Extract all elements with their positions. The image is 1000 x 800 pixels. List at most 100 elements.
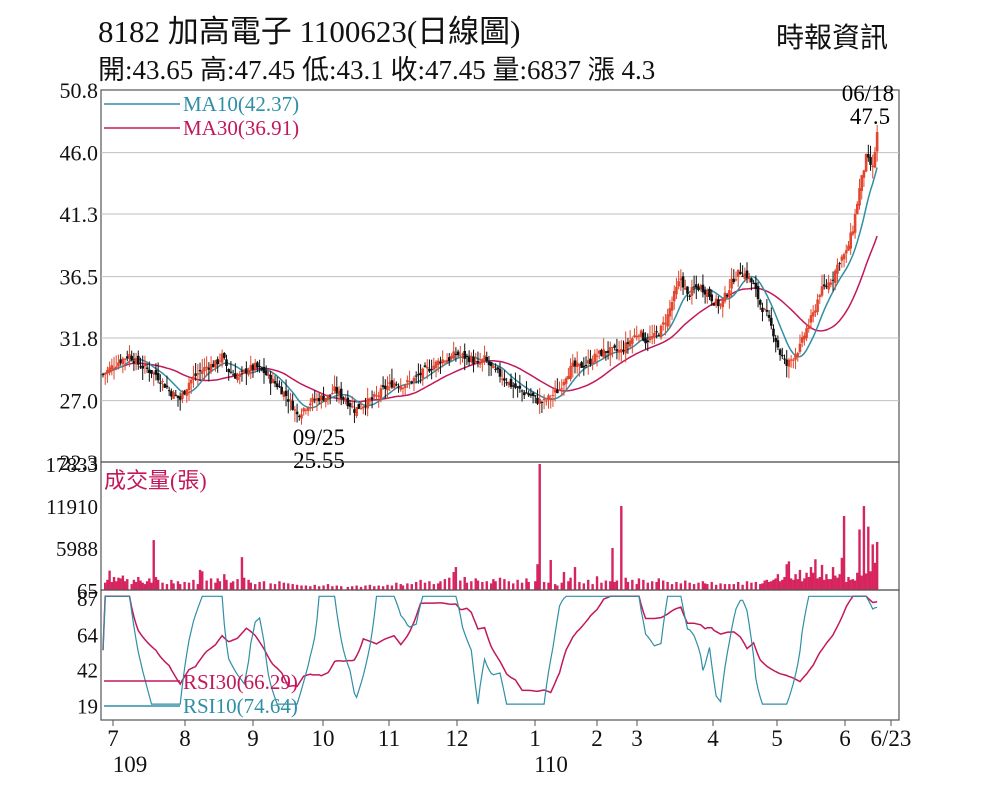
volume-bar <box>827 579 830 590</box>
candle-body <box>633 335 636 338</box>
candle-body <box>816 299 819 312</box>
candle-body <box>203 367 206 372</box>
candle-body <box>712 303 716 306</box>
volume-bar <box>359 586 363 590</box>
candle-body <box>136 355 140 365</box>
candle-body <box>361 406 365 409</box>
volume-bar <box>655 581 658 590</box>
volume-bar <box>150 582 153 590</box>
candle-body <box>573 360 577 367</box>
volume-bar <box>778 581 782 590</box>
candle-body <box>553 389 557 393</box>
candle-body <box>672 291 676 302</box>
candle-body <box>624 342 628 354</box>
candle-body <box>465 355 469 357</box>
candle-body <box>207 367 211 370</box>
candle-body <box>516 386 519 388</box>
candle-body <box>545 400 548 402</box>
volume-bar <box>498 577 502 590</box>
candle-body <box>112 367 116 369</box>
volume-bar <box>401 585 405 590</box>
candle-body <box>315 398 319 401</box>
candle-body <box>293 409 297 411</box>
candle-body <box>251 364 255 370</box>
x-month-label: 7 <box>107 726 119 751</box>
volume-bar <box>406 583 409 590</box>
candle-body <box>675 286 678 295</box>
candle-body <box>198 370 202 372</box>
candle-body <box>370 397 374 400</box>
candle-body <box>842 254 846 260</box>
candle-body <box>417 374 420 376</box>
volume-bar <box>814 559 817 590</box>
candle-body <box>392 382 396 388</box>
candle-body <box>291 400 294 410</box>
volume-bar <box>225 579 228 590</box>
volume-bar <box>295 584 299 590</box>
candle-body <box>242 369 246 372</box>
price-y-tick: 31.8 <box>60 326 99 351</box>
candle-body <box>152 372 156 375</box>
candle-body <box>410 381 414 383</box>
candle-body <box>434 361 438 368</box>
volume-bar <box>556 585 559 590</box>
candle-body <box>443 361 447 363</box>
candle-body <box>507 381 511 386</box>
candle-body <box>456 351 460 356</box>
candle-body <box>591 361 594 364</box>
volume-bar <box>240 557 244 590</box>
volume-bar <box>781 579 784 590</box>
candle-body <box>721 299 725 308</box>
candle-body <box>789 359 793 361</box>
volume-bar <box>737 581 740 590</box>
price-y-tick: 22.3 <box>60 450 99 475</box>
candle-body <box>767 315 771 318</box>
volume-bar <box>873 562 877 590</box>
candle-body <box>300 414 303 419</box>
volume-bar <box>776 574 780 590</box>
volume-bar <box>410 584 413 590</box>
candle-body <box>736 269 740 278</box>
ma-legend: MA10(42.37) MA30(36.91) <box>104 92 299 140</box>
volume-bar <box>130 584 133 590</box>
candle-body <box>774 337 777 342</box>
candle-body <box>487 361 491 366</box>
candles <box>101 124 879 425</box>
volume-bar <box>803 578 806 590</box>
candle-body <box>278 386 281 388</box>
candle-body <box>743 273 747 279</box>
candle-body <box>214 360 217 368</box>
candle-body <box>785 359 789 366</box>
price-y-tick: 41.3 <box>60 202 99 227</box>
candle-body <box>220 353 224 363</box>
candle-body <box>831 279 835 281</box>
candle-body <box>657 334 661 336</box>
volume-bar <box>553 584 557 590</box>
volume-bar <box>399 584 402 590</box>
candle-body <box>853 214 857 233</box>
candle-body <box>860 175 864 191</box>
candle-body <box>194 373 197 376</box>
candle-body <box>309 403 312 406</box>
candle-body <box>593 353 597 363</box>
volume-bar <box>489 583 493 590</box>
volume-bar <box>154 576 158 590</box>
volume-bar <box>507 581 511 590</box>
x-month-label: 5 <box>771 726 783 751</box>
candle-body <box>439 361 442 364</box>
candle-body <box>589 358 592 365</box>
volume-bar <box>481 581 484 590</box>
candle-body <box>825 286 828 288</box>
candle-body <box>231 374 235 376</box>
candle-body <box>732 278 736 282</box>
candle-body <box>163 384 167 388</box>
candle-body <box>805 328 808 339</box>
volume-bar <box>845 581 848 590</box>
candle-body <box>452 351 455 359</box>
candle-body <box>353 409 356 413</box>
candle-body <box>847 245 850 251</box>
candle-body <box>344 400 347 402</box>
candle-body <box>849 232 852 249</box>
candle-body <box>269 374 272 384</box>
candle-body <box>461 353 464 355</box>
